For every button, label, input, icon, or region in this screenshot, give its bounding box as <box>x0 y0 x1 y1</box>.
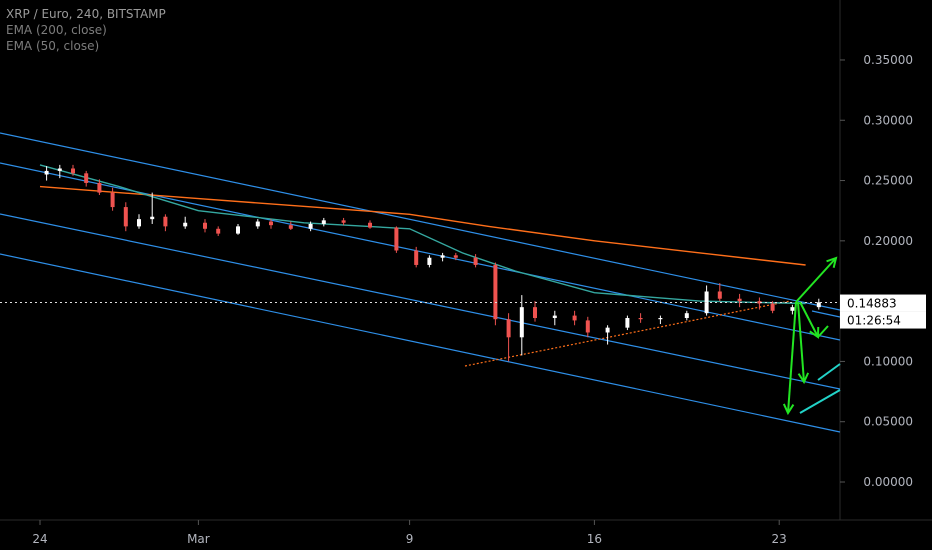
candle-body <box>493 264 498 320</box>
support-trendline <box>464 300 791 367</box>
candle-body <box>84 173 89 183</box>
candle-body <box>519 307 524 338</box>
candle-body <box>216 228 221 234</box>
arrow-drop-low <box>787 301 797 414</box>
arrow-retest <box>799 301 819 338</box>
candle-body <box>585 320 590 333</box>
ema-200-line <box>39 185 806 266</box>
candle-body <box>414 250 419 265</box>
candle-body <box>71 168 75 174</box>
candle-body <box>572 315 577 321</box>
candle-body <box>308 223 313 229</box>
candle-body <box>638 318 643 320</box>
channel-line <box>0 162 841 341</box>
candle-body <box>605 327 610 333</box>
symbol-title: XRP / Euro, 240, BITSTAMP <box>6 7 166 21</box>
candle-body <box>473 257 478 265</box>
candle-body <box>552 315 557 319</box>
x-tick-label: 16 <box>587 532 602 546</box>
ema-50-line <box>39 164 806 305</box>
arrow-retest-tail <box>817 325 829 338</box>
candle-body <box>110 192 115 208</box>
candle-body <box>123 207 128 227</box>
candle-body <box>236 226 240 234</box>
candle-body <box>137 219 141 227</box>
candle-body <box>321 220 326 224</box>
y-tick-label: 0.35000 <box>863 53 913 67</box>
candle-body <box>684 313 689 319</box>
candle-body <box>163 216 168 227</box>
arrow-drop-mid <box>797 301 805 383</box>
candle-body <box>658 318 663 320</box>
channel-line <box>0 253 841 433</box>
candle-body <box>183 222 188 227</box>
candle-body <box>757 301 762 304</box>
x-tick-label: 9 <box>406 532 414 546</box>
countdown-box <box>840 311 926 329</box>
channel-line <box>0 132 841 311</box>
y-tick-label: 0.00000 <box>863 475 913 489</box>
candle-body <box>427 257 432 265</box>
candle-body <box>44 170 49 175</box>
arrow-up-breakout <box>795 257 837 303</box>
cyan-mark-lower <box>799 389 841 414</box>
x-tick-label: Mar <box>187 532 210 546</box>
candle-body <box>717 291 722 299</box>
candle-body <box>440 255 445 258</box>
candle-body <box>533 307 537 319</box>
y-tick-label: 0.25000 <box>863 174 913 188</box>
arrow-drop-low-head <box>782 403 795 416</box>
candle-body <box>341 220 346 223</box>
y-tick-label: 0.30000 <box>863 113 913 127</box>
bar-countdown: 01:26:54 <box>847 314 901 328</box>
channel-line-short <box>811 310 841 318</box>
ema-200-label: EMA (200, close) <box>6 23 107 37</box>
candle-body <box>770 303 775 311</box>
x-tick-label: 23 <box>772 532 787 546</box>
candle-body <box>368 222 372 228</box>
candle-body <box>453 255 458 258</box>
candle-body <box>288 225 293 229</box>
candle-body <box>790 307 795 311</box>
channel-line <box>0 213 841 390</box>
candle-body <box>269 221 273 226</box>
chart-legend: XRP / Euro, 240, BITSTAMP EMA (200, clos… <box>6 6 166 54</box>
y-tick-label: 0.20000 <box>863 234 913 248</box>
last-price-box <box>840 294 926 312</box>
arrow-up-breakout-head <box>826 256 838 268</box>
arrow-drop-mid-head <box>797 372 810 385</box>
candle-body <box>394 227 399 251</box>
cyan-mark-upper <box>817 363 841 381</box>
candle-body <box>57 168 62 171</box>
candle-body <box>816 302 821 308</box>
candle-body <box>255 221 260 227</box>
x-tick-label: 24 <box>32 532 47 546</box>
y-tick-label: 0.05000 <box>863 415 913 429</box>
candle-body <box>97 182 102 193</box>
y-tick-label: 0.10000 <box>863 354 913 368</box>
candle-body <box>150 216 155 220</box>
candle-body <box>737 298 742 302</box>
candle-body <box>625 318 630 328</box>
candle-body <box>506 319 511 338</box>
last-price-value: 0.14883 <box>847 297 897 311</box>
candle-body <box>203 222 207 229</box>
ema-50-label: EMA (50, close) <box>6 39 100 53</box>
